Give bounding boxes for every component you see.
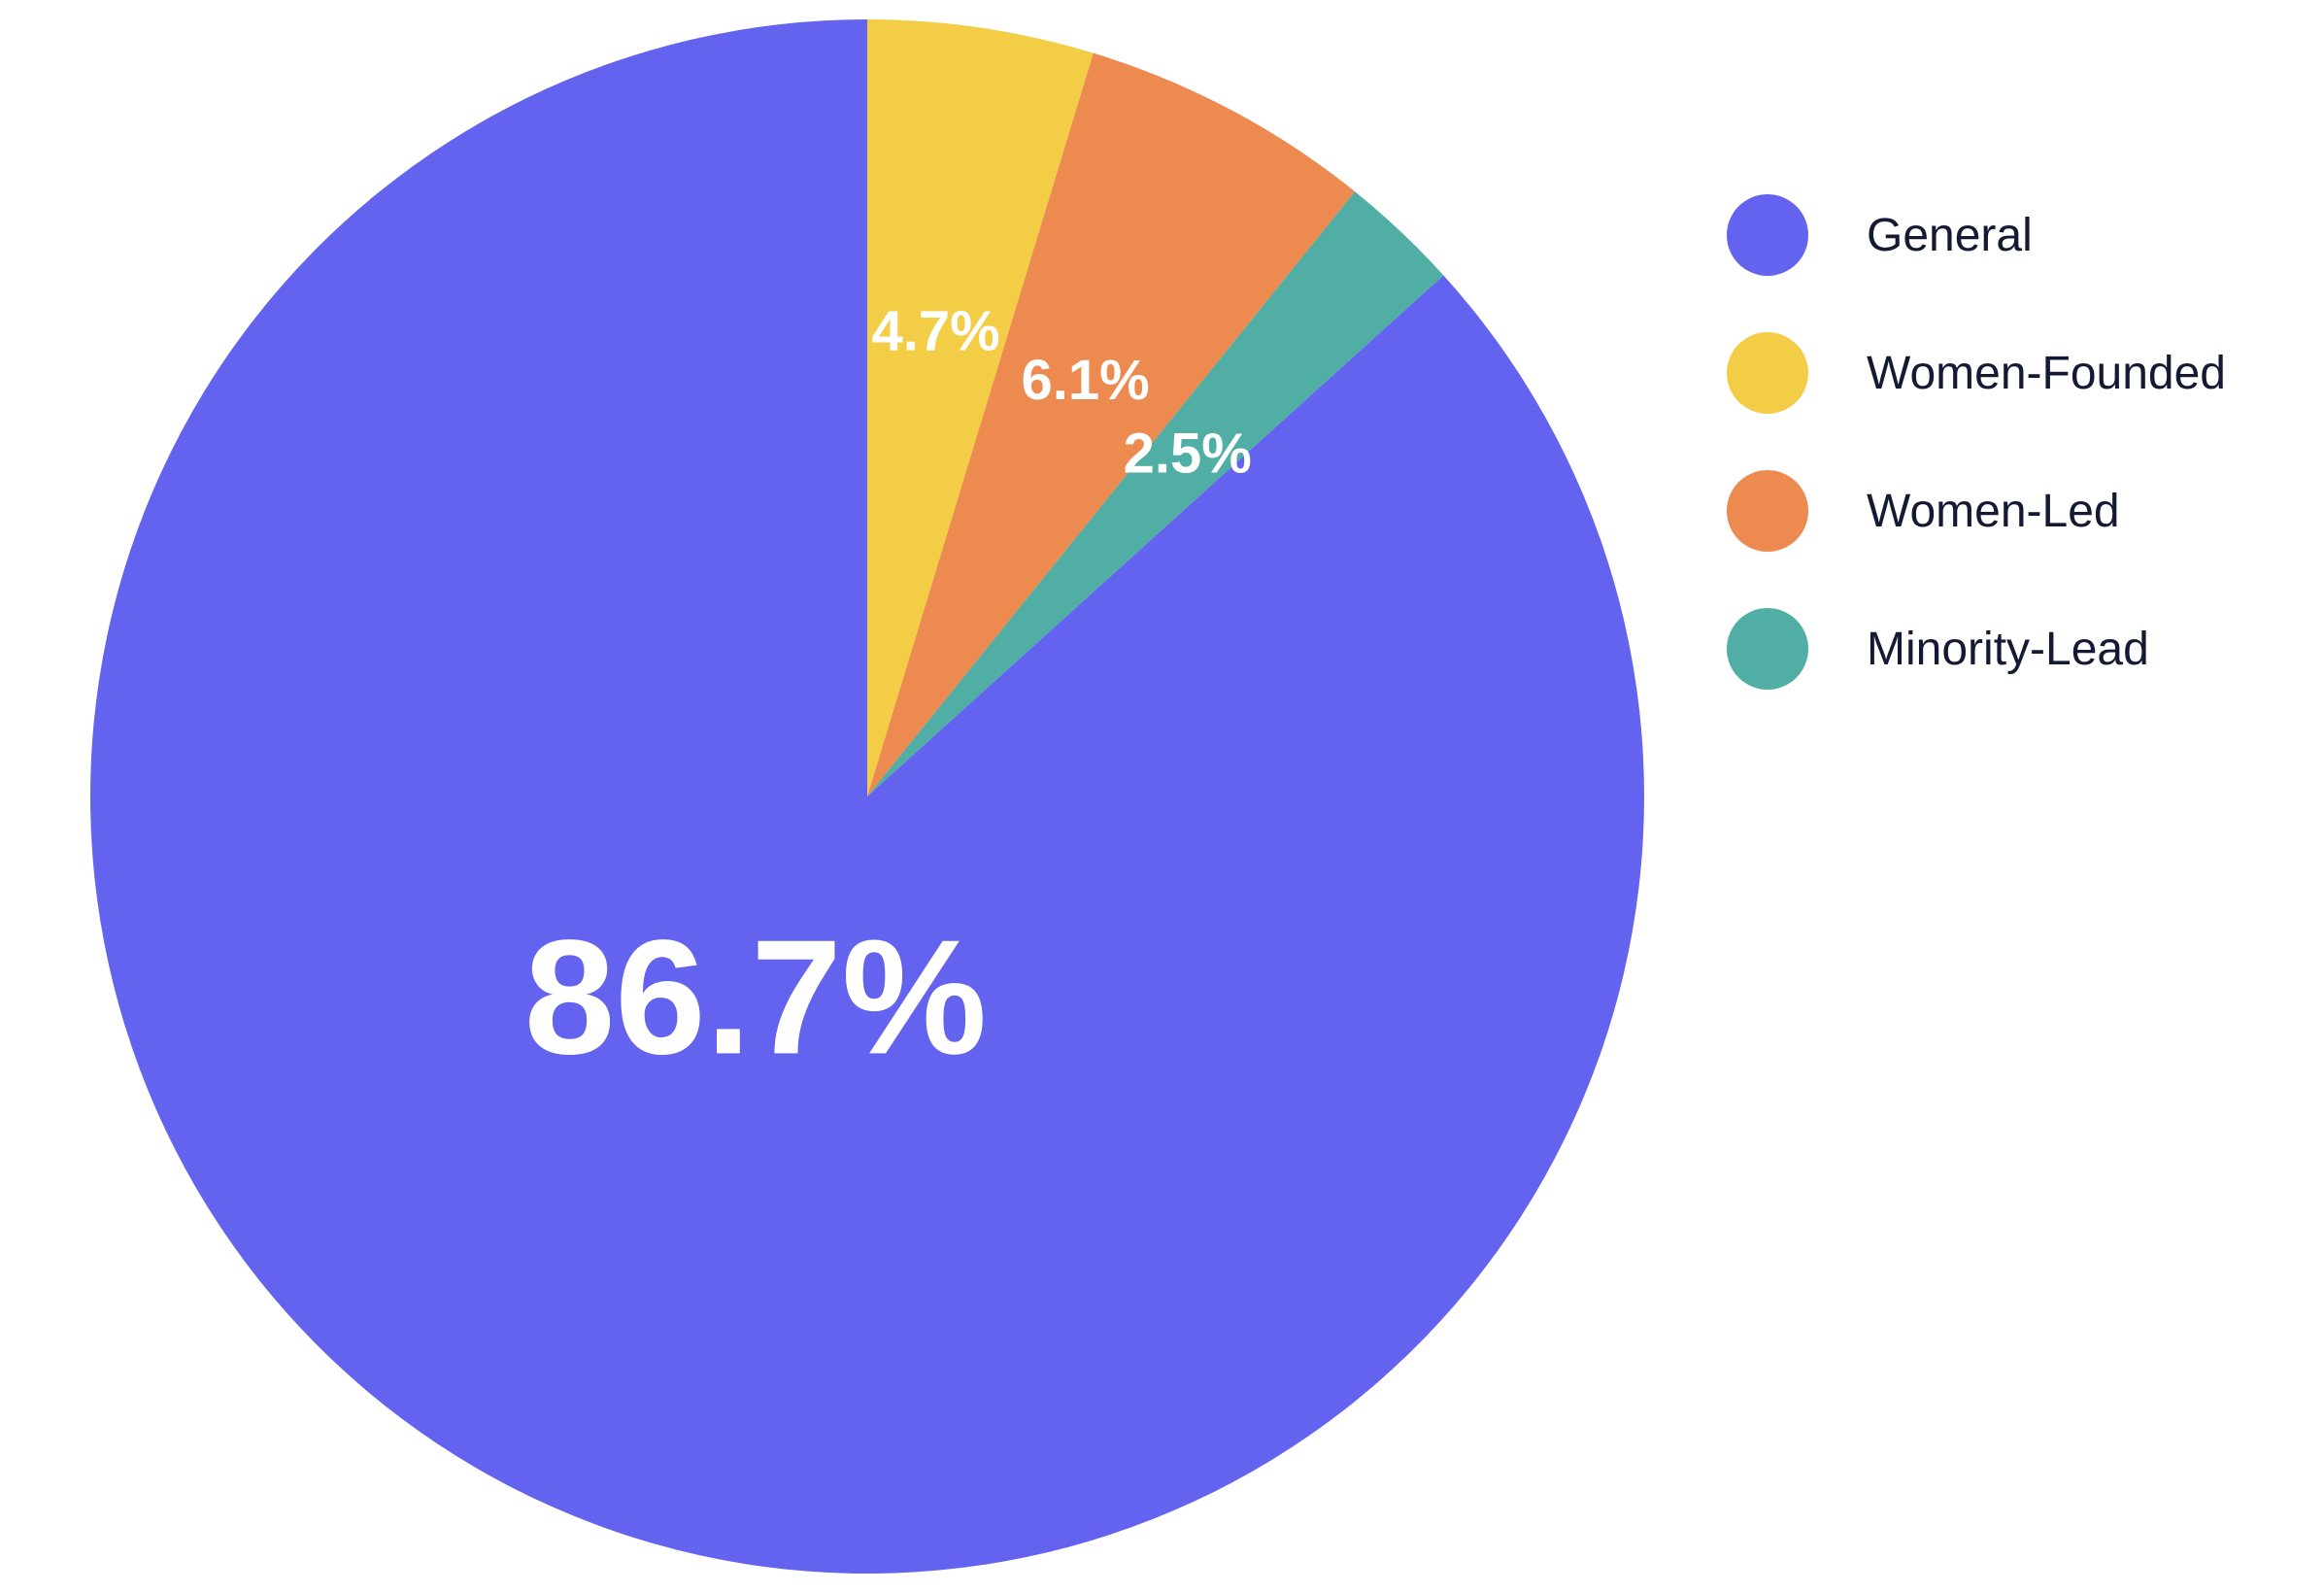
slice-value-label: 86.7% — [524, 905, 987, 1088]
legend-item: Women-Founded — [1727, 332, 2226, 414]
legend-swatch — [1727, 470, 1808, 552]
legend-swatch — [1727, 332, 1808, 414]
legend-label: General — [1867, 209, 2033, 261]
pie-slice-labels: 4.7% 6.1% 2.5% 86.7% — [524, 300, 1252, 1089]
legend: General Women-Founded Women-Led Minority… — [1727, 194, 2226, 746]
legend-label: Women-Founded — [1867, 347, 2226, 399]
legend-swatch — [1727, 194, 1808, 276]
legend-item: General — [1727, 194, 2226, 276]
legend-item: Women-Led — [1727, 470, 2226, 552]
pie-slice-general — [89, 19, 1644, 1575]
legend-item: Minority-Lead — [1727, 608, 2226, 690]
pie-slice-minority-lead — [867, 191, 1444, 797]
pie-slice-women-led — [867, 52, 1356, 796]
slice-value-label: 2.5% — [1124, 422, 1252, 485]
legend-swatch — [1727, 608, 1808, 690]
legend-label: Minority-Lead — [1867, 623, 2149, 675]
slice-value-label: 6.1% — [1021, 349, 1149, 412]
legend-label: Women-Led — [1867, 485, 2120, 537]
pie-slice-women-founded — [867, 18, 1094, 796]
pie-slices — [89, 18, 1644, 1575]
slice-value-label: 4.7% — [871, 300, 999, 363]
